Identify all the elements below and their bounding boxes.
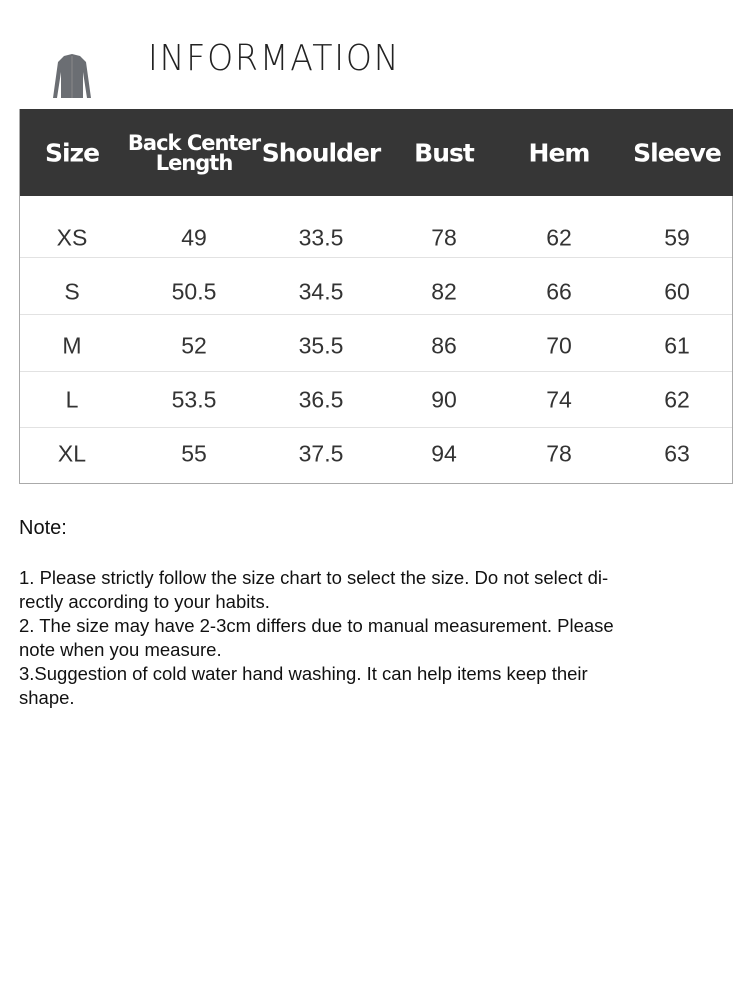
table-cell: 62 — [664, 386, 690, 413]
size-label: XL — [57, 440, 87, 467]
note-line: 3.Suggestion of cold water hand washing.… — [19, 663, 588, 684]
table-cell: 86 — [431, 332, 457, 359]
table-cell: 49 — [181, 224, 207, 251]
table-cell: 52 — [181, 332, 207, 359]
table-cell: 74 — [546, 386, 572, 413]
column-header: Size — [44, 138, 100, 168]
page-title: INFORMATION — [148, 38, 401, 79]
table-cell: 36.5 — [298, 386, 344, 413]
table-cell: 35.5 — [298, 332, 344, 359]
note-line: shape. — [19, 687, 75, 708]
table-cell: 66 — [546, 278, 572, 305]
table-cell: 78 — [431, 224, 457, 251]
row-divider — [20, 314, 732, 315]
notes-text: 1. Please strictly follow the size chart… — [19, 566, 719, 710]
size-table: Size Back Center Length Shoulder Bust Hem Slee… — [19, 109, 733, 484]
table-cell: 60 — [664, 278, 690, 305]
column-header: Bust — [414, 138, 475, 168]
note-line: 1. Please strictly follow the size chart… — [19, 567, 609, 588]
note-line: 2. The size may have 2-3cm differs due t… — [19, 615, 614, 636]
table-cell: 59 — [664, 224, 690, 251]
note-heading: Note: — [19, 517, 67, 539]
note-line: rectly according to your habits. — [19, 591, 270, 612]
size-label: S — [64, 278, 80, 305]
table-cell: 63 — [664, 440, 690, 467]
table-cell: 94 — [431, 440, 457, 467]
column-header: Back Center Length — [127, 131, 261, 175]
row-divider — [20, 257, 732, 258]
column-header: Sleeve — [633, 138, 722, 168]
size-label: L — [65, 386, 79, 413]
note-line: note when you measure. — [19, 639, 222, 660]
column-header: Hem — [528, 138, 591, 168]
size-label: XS — [56, 224, 88, 251]
table-cell: 78 — [546, 440, 572, 467]
table-cell: 37.5 — [298, 440, 344, 467]
table-cell: 50.5 — [171, 278, 217, 305]
column-header: Shoulder — [261, 138, 382, 168]
table-cell: 53.5 — [171, 386, 217, 413]
table-header — [20, 109, 733, 196]
size-label: M — [62, 332, 82, 359]
table-cell: 70 — [546, 332, 572, 359]
table-cell: 62 — [546, 224, 572, 251]
cardigan-image — [53, 54, 91, 98]
row-divider — [20, 371, 732, 372]
table-cell: 82 — [431, 278, 457, 305]
table-cell: 90 — [431, 386, 457, 413]
row-divider — [20, 427, 732, 428]
table-cell: 61 — [664, 332, 690, 359]
table-cell: 33.5 — [298, 224, 344, 251]
table-cell: 34.5 — [298, 278, 344, 305]
table-cell: 55 — [181, 440, 207, 467]
